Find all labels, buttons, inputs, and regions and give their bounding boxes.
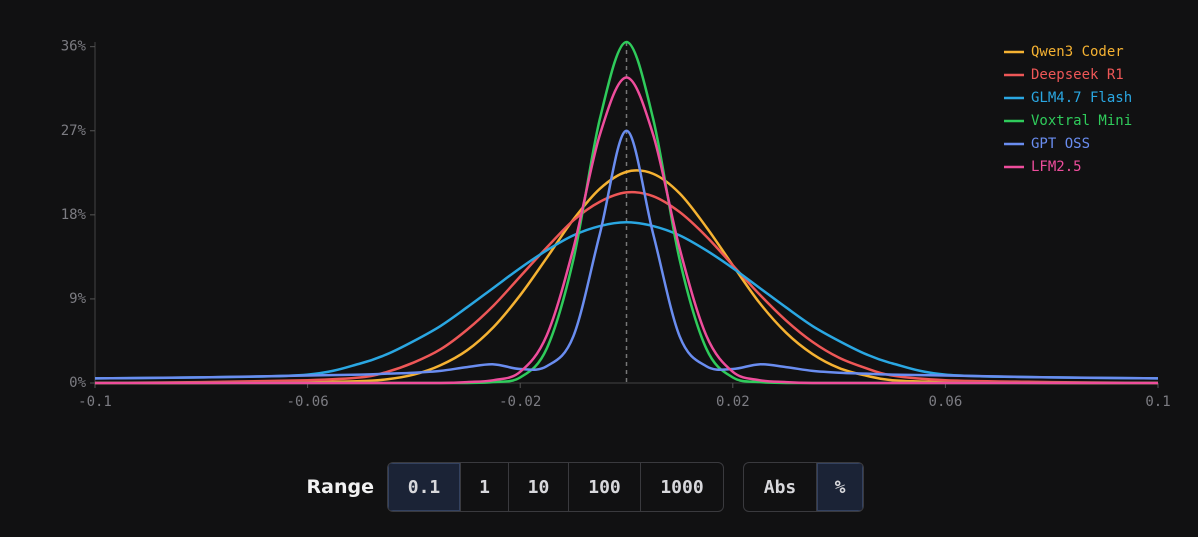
legend-label: GPT OSS xyxy=(1031,136,1090,152)
y-tick-label: 36% xyxy=(61,39,87,55)
option-button[interactable]: % xyxy=(816,463,863,511)
series-line xyxy=(94,169,1159,385)
range-label: Range xyxy=(306,476,374,498)
option-button[interactable]: 0.1 xyxy=(388,463,460,511)
legend-label: LFM2.5 xyxy=(1031,159,1082,175)
x-tick-label: -0.02 xyxy=(499,394,541,410)
legend-label: Qwen3 Coder xyxy=(1031,44,1124,60)
series-line xyxy=(94,190,1159,385)
y-tick-label: 27% xyxy=(61,123,87,139)
legend-label: GLM4.7 Flash xyxy=(1031,90,1132,106)
y-tick-label: 9% xyxy=(69,291,86,307)
option-button[interactable]: Abs xyxy=(744,463,816,511)
option-button[interactable]: 10 xyxy=(508,463,568,511)
x-tick-label: 0.06 xyxy=(929,394,963,410)
chart: 0% 9% 18% 27% 36% -0.1 -0.06 -0.02 0.02 0.06 0.1 Qw… xyxy=(61,39,1171,410)
legend-label: Deepseek R1 xyxy=(1031,67,1124,83)
mode-group: Abs% xyxy=(743,462,864,512)
y-tick-label: 18% xyxy=(61,207,87,223)
x-tick-label: -0.06 xyxy=(287,394,329,410)
option-button[interactable]: 1000 xyxy=(640,463,723,511)
y-tick-label: 0% xyxy=(69,375,86,391)
series-line xyxy=(95,76,1158,385)
x-tick-label: 0.02 xyxy=(716,394,750,410)
x-tick-label: 0.1 xyxy=(1145,394,1170,410)
series-line xyxy=(94,129,1159,380)
legend-label: Voxtral Mini xyxy=(1031,113,1132,129)
option-button[interactable]: 1 xyxy=(460,463,508,511)
range-group: 0.1 1 10 100 1000 xyxy=(387,462,724,512)
option-button[interactable]: 100 xyxy=(568,463,640,511)
series-line xyxy=(94,221,1159,380)
x-tick-label: -0.1 xyxy=(78,394,112,410)
